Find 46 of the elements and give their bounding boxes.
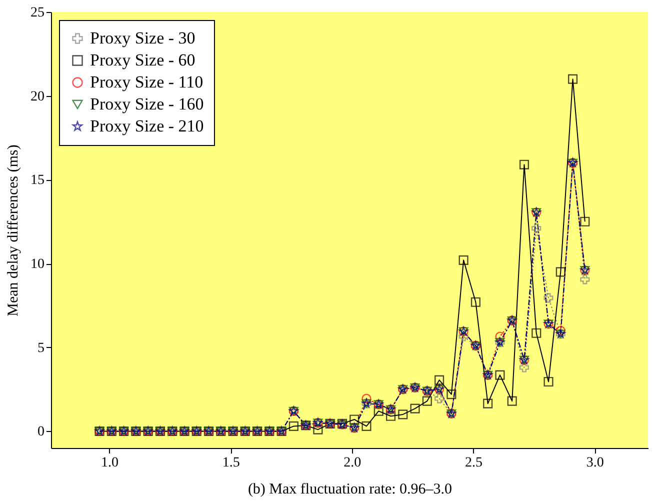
y-tick-label: 20 bbox=[30, 89, 44, 104]
legend-label: Proxy Size - 60 bbox=[90, 50, 196, 70]
x-tick-label: 3.0 bbox=[586, 456, 604, 470]
x-tick-label: 2.0 bbox=[344, 456, 362, 470]
point bbox=[458, 255, 468, 265]
point bbox=[446, 390, 456, 400]
point bbox=[556, 326, 566, 336]
point bbox=[495, 332, 505, 342]
y-tick-label: 5 bbox=[38, 340, 44, 356]
point bbox=[556, 267, 566, 277]
x-axis-title: (b) Max fluctuation rate: 0.96–3.0 bbox=[248, 482, 452, 498]
point bbox=[470, 297, 480, 307]
point bbox=[398, 410, 408, 420]
point bbox=[362, 421, 372, 431]
point bbox=[544, 376, 554, 387]
y-tick-label: 10 bbox=[30, 257, 44, 272]
legend-label: Proxy Size - 210 bbox=[90, 116, 204, 136]
point bbox=[288, 421, 298, 431]
point bbox=[519, 160, 530, 170]
point bbox=[495, 370, 505, 380]
point bbox=[568, 74, 578, 84]
y-tick-label: 25 bbox=[30, 6, 44, 20]
point bbox=[458, 332, 468, 342]
point bbox=[434, 394, 444, 404]
legend-label: Proxy Size - 110 bbox=[90, 72, 204, 92]
point bbox=[507, 396, 517, 406]
point bbox=[532, 328, 542, 338]
point bbox=[483, 398, 493, 408]
point bbox=[410, 404, 420, 414]
x-tick-label: 2.5 bbox=[465, 456, 483, 470]
point bbox=[580, 216, 590, 226]
y-axis-title: Mean delay differences (ms) bbox=[6, 144, 22, 316]
y-tick-label: 15 bbox=[30, 173, 44, 188]
point bbox=[362, 394, 372, 404]
x-tick-label: 1.0 bbox=[100, 456, 118, 470]
y-tick-label: 0 bbox=[38, 424, 44, 440]
point bbox=[350, 414, 360, 424]
point bbox=[580, 274, 590, 284]
x-tick-label: 1.5 bbox=[222, 456, 240, 470]
point bbox=[544, 293, 554, 303]
point bbox=[519, 362, 530, 372]
point bbox=[422, 396, 432, 406]
legend-label: Proxy Size - 160 bbox=[90, 94, 204, 114]
point bbox=[532, 224, 542, 234]
legend-label: Proxy Size - 30 bbox=[90, 28, 196, 48]
point bbox=[434, 375, 444, 385]
